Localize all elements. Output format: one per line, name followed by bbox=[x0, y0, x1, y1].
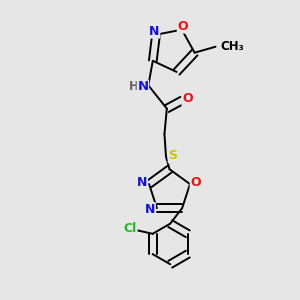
Text: S: S bbox=[169, 149, 178, 162]
Text: O: O bbox=[182, 92, 193, 105]
Text: N: N bbox=[145, 203, 155, 216]
Text: N: N bbox=[137, 176, 147, 189]
Text: N: N bbox=[137, 80, 148, 93]
Text: CH₃: CH₃ bbox=[220, 40, 244, 53]
Text: H: H bbox=[129, 80, 139, 93]
Text: O: O bbox=[178, 20, 188, 33]
Text: Cl: Cl bbox=[123, 222, 136, 235]
Text: N: N bbox=[149, 25, 159, 38]
Text: O: O bbox=[190, 176, 201, 189]
